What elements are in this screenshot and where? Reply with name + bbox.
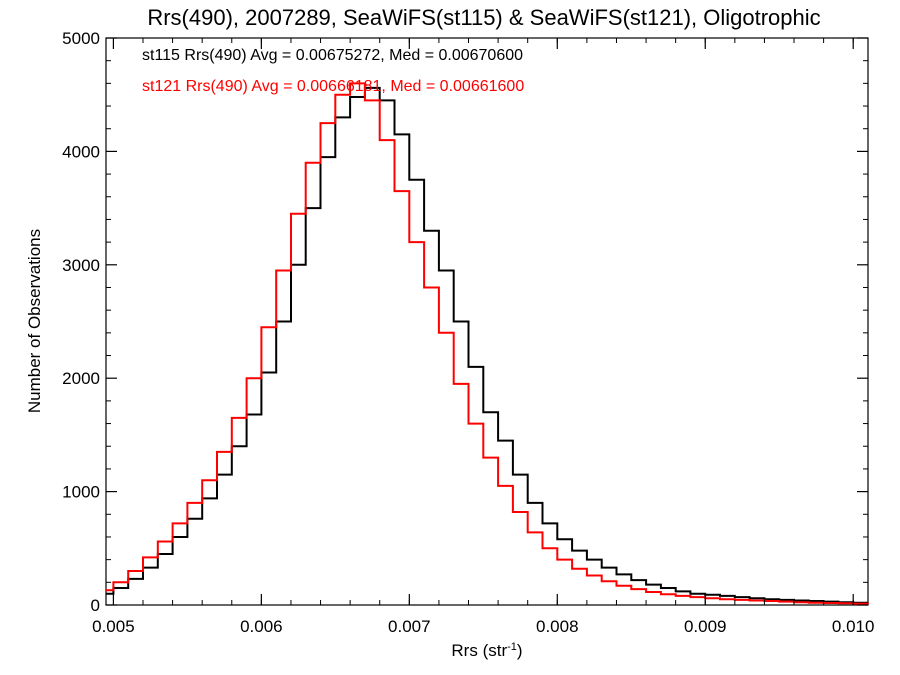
y-tick-label: 5000 (62, 29, 100, 48)
x-axis-label: Rrs (str-1) (451, 641, 522, 660)
legend-st121: st121 Rrs(490) Avg = 0.00666181, Med = 0… (142, 78, 524, 95)
series-line-st115 (106, 86, 868, 604)
y-tick-label: 1000 (62, 483, 100, 502)
y-axis-ticks: 0 1000 2000 3000 4000 5000 (62, 29, 868, 615)
x-axis-label-close: ) (517, 641, 523, 660)
series-line-st121 (106, 82, 869, 605)
x-axis-label-main: Rrs (str (451, 641, 507, 660)
plot-area: 0.005 0.006 0.007 0.008 0.009 0.010 0 1000 2000… (62, 29, 874, 636)
chart-title: Rrs(490), 2007289, SeaWiFS(st115) & SeaW… (147, 5, 820, 30)
y-tick-label: 2000 (62, 369, 100, 388)
legend-st115: st115 Rrs(490) Avg = 0.00675272, Med = 0… (142, 47, 523, 64)
legend: st115 Rrs(490) Avg = 0.00675272, Med = 0… (142, 47, 524, 95)
y-tick-label: 3000 (62, 256, 100, 275)
x-axis-ticks: 0.005 0.006 0.007 0.008 0.009 0.010 (92, 38, 874, 636)
x-tick-label: 0.005 (92, 617, 135, 636)
x-tick-label: 0.009 (684, 617, 727, 636)
x-tick-label: 0.008 (536, 617, 579, 636)
x-axis-label-sup: -1 (507, 641, 517, 653)
x-tick-label: 0.010 (832, 617, 875, 636)
series-layer (106, 82, 869, 605)
y-axis-label: Number of Observations (25, 229, 44, 413)
y-tick-label: 4000 (62, 142, 100, 161)
x-tick-label: 0.006 (240, 617, 283, 636)
x-tick-label: 0.007 (388, 617, 431, 636)
y-tick-label: 0 (91, 596, 100, 615)
plot-frame (105, 37, 869, 606)
